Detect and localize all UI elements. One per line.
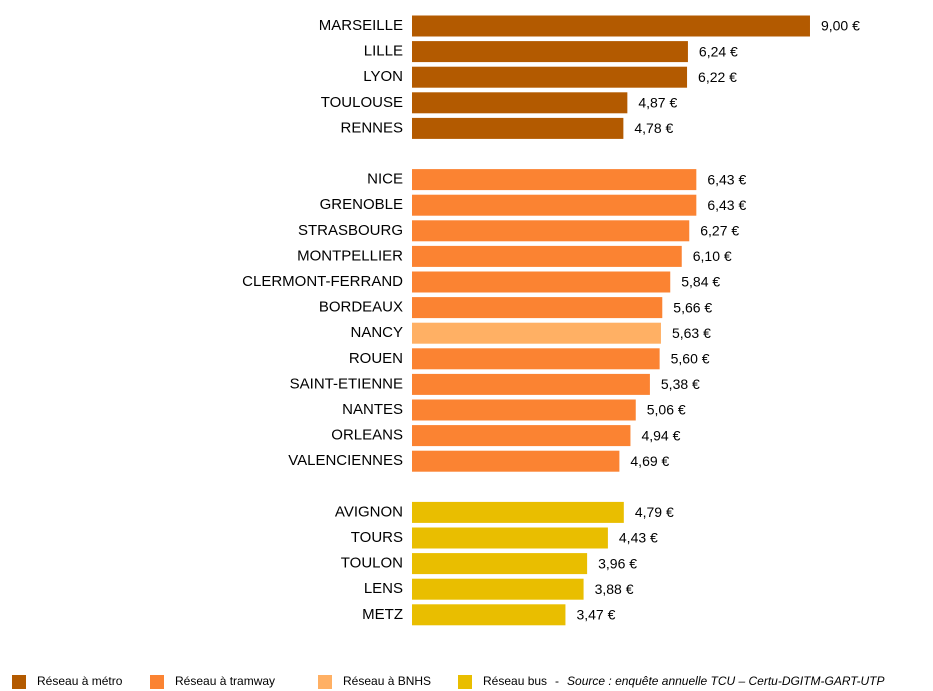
category-label: NANCY — [350, 324, 403, 341]
category-label: MONTPELLIER — [297, 247, 403, 264]
category-label: TOULOUSE — [321, 94, 403, 111]
category-label: VALENCIENNES — [288, 452, 403, 469]
bar — [412, 450, 620, 472]
bar — [412, 245, 682, 267]
legend-label: Réseau à BNHS — [343, 674, 431, 688]
category-label: CLERMONT-FERRAND — [242, 273, 403, 290]
source: Source : enquête annuelle TCU – Certu-DG… — [567, 674, 884, 688]
bar — [412, 501, 624, 523]
category-label: METZ — [362, 606, 403, 623]
bar — [412, 66, 688, 88]
category-label: LENS — [364, 580, 403, 597]
value-label: 6,43 € — [707, 171, 746, 187]
category-label: NICE — [367, 171, 403, 188]
category-label: ORLEANS — [331, 427, 403, 444]
source-separator: - — [555, 674, 559, 688]
category-label: AVIGNON — [335, 503, 403, 520]
value-label: 5,66 € — [673, 299, 712, 315]
value-label: 4,79 € — [635, 504, 674, 520]
value-label: 3,47 € — [576, 607, 615, 623]
bar — [412, 220, 690, 242]
bar — [412, 194, 697, 216]
value-label: 4,87 € — [638, 95, 677, 111]
bar — [412, 578, 584, 600]
value-label: 5,63 € — [672, 325, 711, 341]
value-label: 5,38 € — [661, 376, 700, 392]
bar — [412, 348, 660, 370]
bar — [412, 373, 650, 395]
legend-label: Réseau bus — [483, 674, 547, 688]
value-label: 3,88 € — [595, 581, 634, 597]
value-label: 6,22 € — [698, 69, 737, 85]
value-label: 4,94 € — [641, 427, 680, 443]
bar — [412, 15, 810, 37]
value-label: 9,00 € — [821, 18, 860, 34]
bar — [412, 425, 631, 447]
bar — [412, 92, 628, 114]
category-label: NANTES — [342, 401, 403, 418]
bar — [412, 399, 636, 421]
value-label: 6,27 € — [700, 223, 739, 239]
bar — [412, 553, 588, 575]
legend-label: Réseau à métro — [37, 674, 123, 688]
bar — [412, 41, 688, 63]
legend-swatch — [150, 675, 164, 689]
category-label: TOURS — [351, 529, 403, 546]
category-label: LYON — [363, 68, 403, 85]
value-label: 6,10 € — [693, 248, 732, 264]
category-label: ROUEN — [349, 350, 403, 367]
category-label: GRENOBLE — [320, 196, 403, 213]
bar — [412, 271, 671, 293]
category-label: BORDEAUX — [319, 299, 403, 316]
bar — [412, 117, 624, 139]
legend-swatch — [12, 675, 26, 689]
value-label: 4,69 € — [630, 453, 669, 469]
legend-swatch — [458, 675, 472, 689]
category-label: STRASBOURG — [298, 222, 403, 239]
value-label: 5,84 € — [681, 274, 720, 290]
category-label: TOULON — [341, 555, 403, 572]
bar — [412, 169, 697, 191]
value-label: 6,24 € — [699, 43, 738, 59]
value-label: 3,96 € — [598, 555, 637, 571]
legend-label: Réseau à tramway — [175, 674, 275, 688]
category-label: SAINT-ETIENNE — [290, 375, 403, 392]
bar — [412, 527, 608, 549]
value-label: 5,06 € — [647, 402, 686, 418]
legend-swatch — [318, 675, 332, 689]
value-label: 4,78 € — [634, 120, 673, 136]
value-label: 5,60 € — [671, 351, 710, 367]
bar — [412, 604, 566, 626]
category-label: LILLE — [364, 43, 403, 60]
category-label: RENNES — [340, 119, 403, 136]
bar — [412, 297, 663, 319]
value-label: 6,43 € — [707, 197, 746, 213]
bar — [412, 322, 661, 344]
category-label: MARSEILLE — [319, 17, 403, 34]
value-label: 4,43 € — [619, 530, 658, 546]
